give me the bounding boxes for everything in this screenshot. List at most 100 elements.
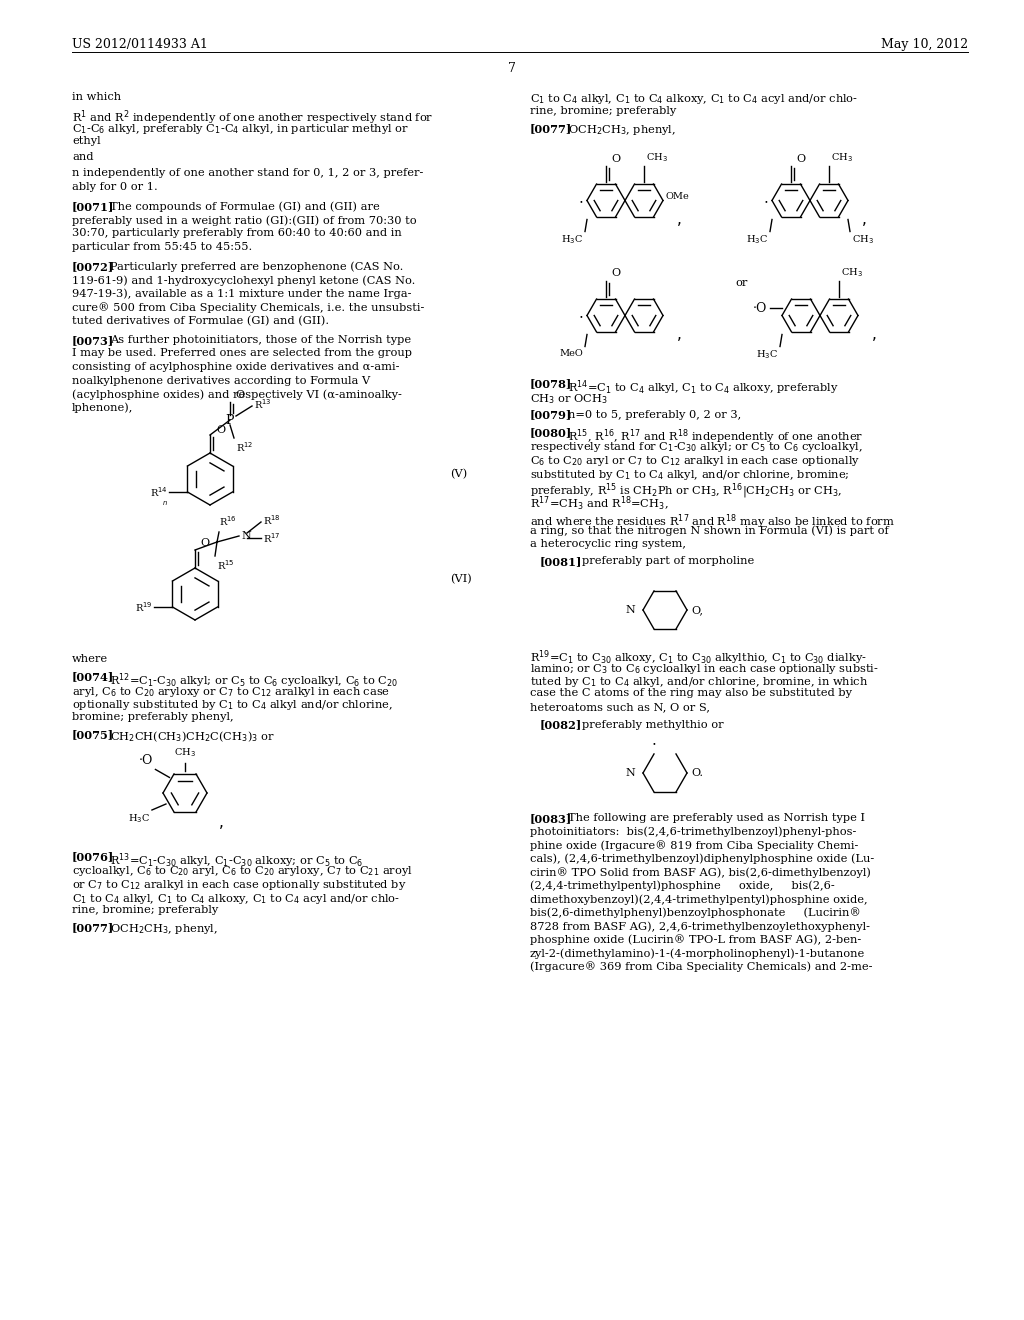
Text: in which: in which: [72, 92, 121, 102]
Text: R$^{12}$: R$^{12}$: [236, 440, 253, 454]
Text: $\cdot$O: $\cdot$O: [138, 754, 154, 767]
Text: where: where: [72, 653, 109, 664]
Text: MeO: MeO: [559, 348, 583, 358]
Text: R$^{13}$: R$^{13}$: [254, 397, 271, 411]
Text: cycloalkyl, C$_6$ to C$_{20}$ aryl, C$_6$ to C$_{20}$ aryloxy, C$_7$ to C$_{21}$: cycloalkyl, C$_6$ to C$_{20}$ aryl, C$_6…: [72, 865, 413, 879]
Text: preferably used in a weight ratio (GI):(GII) of from 70:30 to: preferably used in a weight ratio (GI):(…: [72, 215, 417, 226]
Text: [0077]: [0077]: [530, 123, 572, 135]
Text: [0072]: [0072]: [72, 261, 115, 272]
Text: H$_3$C: H$_3$C: [756, 348, 778, 362]
Text: n independently of one another stand for 0, 1, 2 or 3, prefer-: n independently of one another stand for…: [72, 169, 423, 178]
Text: cals), (2,4,6-trimethylbenzoyl)diphenylphosphine oxide (Lu-: cals), (2,4,6-trimethylbenzoyl)diphenylp…: [530, 854, 874, 865]
Text: OMe: OMe: [665, 191, 689, 201]
Text: US 2012/0114933 A1: US 2012/0114933 A1: [72, 38, 208, 51]
Text: H$_3$C: H$_3$C: [745, 234, 768, 247]
Text: (acylphosphine oxides) and respectively VI (α-aminoalky-: (acylphosphine oxides) and respectively …: [72, 389, 401, 400]
Text: [0076]: [0076]: [72, 851, 115, 862]
Text: OCH$_2$CH$_3$, phenyl,: OCH$_2$CH$_3$, phenyl,: [568, 123, 676, 137]
Text: optionally substituted by C$_1$ to C$_4$ alkyl and/or chlorine,: optionally substituted by C$_1$ to C$_4$…: [72, 698, 393, 713]
Text: [0083]: [0083]: [530, 813, 572, 824]
Text: lphenone),: lphenone),: [72, 403, 133, 413]
Text: O: O: [796, 153, 805, 164]
Text: As further photoinitiators, those of the Norrish type: As further photoinitiators, those of the…: [110, 335, 411, 345]
Text: CH$_3$ or OCH$_3$: CH$_3$ or OCH$_3$: [530, 392, 608, 405]
Text: ,: ,: [677, 327, 682, 342]
Text: C$_1$ to C$_4$ alkyl, C$_1$ to C$_4$ alkoxy, C$_1$ to C$_4$ acyl and/or chlo-: C$_1$ to C$_4$ alkyl, C$_1$ to C$_4$ alk…: [72, 891, 400, 906]
Text: lamino; or C$_3$ to C$_6$ cycloalkyl in each case optionally substi-: lamino; or C$_3$ to C$_6$ cycloalkyl in …: [530, 661, 879, 676]
Text: (2,4,4-trimethylpentyl)phosphine     oxide,     bis(2,6-: (2,4,4-trimethylpentyl)phosphine oxide, …: [530, 880, 835, 891]
Text: 8728 from BASF AG), 2,4,6-trimethylbenzoylethoxyphenyl-: 8728 from BASF AG), 2,4,6-trimethylbenzo…: [530, 921, 870, 932]
Text: $\cdot$: $\cdot$: [578, 308, 583, 323]
Text: consisting of acylphosphine oxide derivatives and α-ami-: consisting of acylphosphine oxide deriva…: [72, 362, 399, 372]
Text: O,: O,: [691, 605, 703, 615]
Text: [0082]: [0082]: [540, 719, 583, 730]
Text: bis(2,6-dimethylphenyl)benzoylphosphonate     (Lucirin®: bis(2,6-dimethylphenyl)benzoylphosphonat…: [530, 908, 861, 919]
Text: (VI): (VI): [450, 574, 472, 585]
Text: $\cdot$: $\cdot$: [763, 193, 768, 209]
Text: tuted by C$_1$ to C$_4$ alkyl, and/or chlorine, bromine, in which: tuted by C$_1$ to C$_4$ alkyl, and/or ch…: [530, 675, 868, 689]
Text: [0077]: [0077]: [72, 923, 115, 933]
Text: [0075]: [0075]: [72, 730, 114, 741]
Text: ,: ,: [862, 213, 867, 227]
Text: rine, bromine; preferably: rine, bromine; preferably: [72, 906, 218, 915]
Text: CH$_3$: CH$_3$: [174, 746, 196, 759]
Text: particular from 55:45 to 45:55.: particular from 55:45 to 45:55.: [72, 242, 252, 252]
Text: preferably methylthio or: preferably methylthio or: [582, 719, 724, 730]
Text: phosphine oxide (Lucirin® TPO-L from BASF AG), 2-ben-: phosphine oxide (Lucirin® TPO-L from BAS…: [530, 935, 861, 945]
Text: ,: ,: [677, 213, 682, 227]
Text: P: P: [225, 413, 234, 426]
Text: $\cdot$: $\cdot$: [651, 735, 656, 750]
Text: [0074]: [0074]: [72, 672, 115, 682]
Text: CH$_3$: CH$_3$: [831, 150, 853, 164]
Text: and: and: [72, 152, 93, 162]
Text: [0071]: [0071]: [72, 202, 115, 213]
Text: photoinitiators:  bis(2,4,6-trimethylbenzoyl)phenyl-phos-: photoinitiators: bis(2,4,6-trimethylbenz…: [530, 826, 856, 837]
Text: R$^{19}$=C$_1$ to C$_{30}$ alkoxy, C$_1$ to C$_{30}$ alkylthio, C$_1$ to C$_{30}: R$^{19}$=C$_1$ to C$_{30}$ alkoxy, C$_1$…: [530, 648, 867, 667]
Text: The following are preferably used as Norrish type I: The following are preferably used as Nor…: [568, 813, 865, 822]
Text: OCH$_2$CH$_3$, phenyl,: OCH$_2$CH$_3$, phenyl,: [110, 923, 218, 936]
Text: O: O: [611, 268, 621, 279]
Text: R$^{16}$: R$^{16}$: [219, 515, 237, 528]
Text: [0080]: [0080]: [530, 426, 572, 438]
Text: R$^{15}$, R$^{16}$, R$^{17}$ and R$^{18}$ independently of one another: R$^{15}$, R$^{16}$, R$^{17}$ and R$^{18}…: [568, 426, 863, 446]
Text: (V): (V): [450, 469, 467, 479]
Text: N: N: [241, 531, 251, 541]
Text: [0079]: [0079]: [530, 409, 572, 421]
Text: 7: 7: [508, 62, 516, 75]
Text: [0081]: [0081]: [540, 557, 583, 568]
Text: rine, bromine; preferably: rine, bromine; preferably: [530, 106, 676, 116]
Text: R$^{14}$=C$_1$ to C$_4$ alkyl, C$_1$ to C$_4$ alkoxy, preferably: R$^{14}$=C$_1$ to C$_4$ alkyl, C$_1$ to …: [568, 379, 839, 397]
Text: O: O: [611, 153, 621, 164]
Text: 947-19-3), available as a 1:1 mixture under the name Irga-: 947-19-3), available as a 1:1 mixture un…: [72, 289, 412, 300]
Text: or C$_7$ to C$_{12}$ aralkyl in each case optionally substituted by: or C$_7$ to C$_{12}$ aralkyl in each cas…: [72, 878, 407, 892]
Text: noalkylphenone derivatives according to Formula V: noalkylphenone derivatives according to …: [72, 375, 371, 385]
Text: N: N: [626, 768, 635, 777]
Text: n=0 to 5, preferably 0, 2 or 3,: n=0 to 5, preferably 0, 2 or 3,: [568, 409, 741, 420]
Text: O: O: [234, 389, 244, 400]
Text: dimethoxybenzoyl)(2,4,4-trimethylpentyl)phosphine oxide,: dimethoxybenzoyl)(2,4,4-trimethylpentyl)…: [530, 894, 867, 904]
Text: May 10, 2012: May 10, 2012: [881, 38, 968, 51]
Text: a heterocyclic ring system,: a heterocyclic ring system,: [530, 539, 686, 549]
Text: H$_3$C: H$_3$C: [561, 234, 583, 247]
Text: R$^{13}$=C$_1$-C$_{30}$ alkyl, C$_1$-C$_{30}$ alkoxy; or C$_5$ to C$_6$: R$^{13}$=C$_1$-C$_{30}$ alkyl, C$_1$-C$_…: [110, 851, 364, 870]
Text: tuted derivatives of Formulae (GI) and (GII).: tuted derivatives of Formulae (GI) and (…: [72, 315, 329, 326]
Text: preferably, R$^{15}$ is CH$_2$Ph or CH$_3$, R$^{16}$|CH$_2$CH$_3$ or CH$_3$,: preferably, R$^{15}$ is CH$_2$Ph or CH$_…: [530, 480, 842, 500]
Text: R$^{18}$: R$^{18}$: [263, 513, 281, 527]
Text: 119-61-9) and 1-hydroxycyclohexyl phenyl ketone (CAS No.: 119-61-9) and 1-hydroxycyclohexyl phenyl…: [72, 275, 416, 285]
Text: respectively stand for C$_1$-C$_{30}$ alkyl; or C$_5$ to C$_6$ cycloalkyl,: respectively stand for C$_1$-C$_{30}$ al…: [530, 441, 862, 454]
Text: $_n$: $_n$: [162, 499, 168, 508]
Text: (Irgacure® 369 from Ciba Speciality Chemicals) and 2-me-: (Irgacure® 369 from Ciba Speciality Chem…: [530, 961, 872, 973]
Text: O.: O.: [691, 768, 703, 777]
Text: aryl, C$_6$ to C$_{20}$ aryloxy or C$_7$ to C$_{12}$ aralkyl in each case: aryl, C$_6$ to C$_{20}$ aryloxy or C$_7$…: [72, 685, 390, 700]
Text: O: O: [200, 539, 209, 548]
Text: Particularly preferred are benzophenone (CAS No.: Particularly preferred are benzophenone …: [110, 261, 403, 272]
Text: [0078]: [0078]: [530, 379, 572, 389]
Text: CH$_3$: CH$_3$: [852, 234, 873, 247]
Text: R$^{17}$=CH$_3$ and R$^{18}$=CH$_3$,: R$^{17}$=CH$_3$ and R$^{18}$=CH$_3$,: [530, 495, 669, 512]
Text: R$^{12}$=C$_1$-C$_{30}$ alkyl; or C$_5$ to C$_6$ cycloalkyl, C$_6$ to C$_{20}$: R$^{12}$=C$_1$-C$_{30}$ alkyl; or C$_5$ …: [110, 672, 398, 690]
Text: case the C atoms of the ring may also be substituted by: case the C atoms of the ring may also be…: [530, 689, 852, 698]
Text: substituted by C$_1$ to C$_4$ alkyl, and/or chlorine, bromine;: substituted by C$_1$ to C$_4$ alkyl, and…: [530, 467, 850, 482]
Text: ,: ,: [872, 327, 877, 342]
Text: C$_6$ to C$_{20}$ aryl or C$_7$ to C$_{12}$ aralkyl in each case optionally: C$_6$ to C$_{20}$ aryl or C$_7$ to C$_{1…: [530, 454, 860, 469]
Text: phine oxide (Irgacure® 819 from Ciba Speciality Chemi-: phine oxide (Irgacure® 819 from Ciba Spe…: [530, 840, 858, 851]
